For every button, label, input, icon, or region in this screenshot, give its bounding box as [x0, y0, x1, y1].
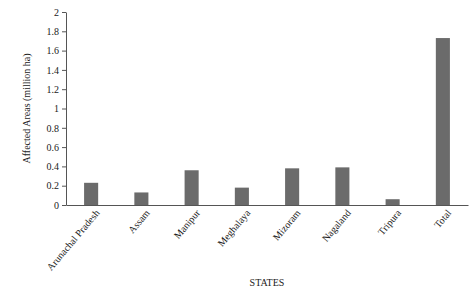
- y-tick-mark: [62, 70, 66, 71]
- y-tick-mark: [62, 31, 66, 32]
- x-tick-label: Tripura: [376, 207, 404, 237]
- x-tick-label: Mizoram: [271, 207, 303, 242]
- y-tick-mark: [62, 89, 66, 90]
- x-tick: Assam: [126, 205, 152, 235]
- y-tick-label: 0.2: [47, 180, 60, 191]
- x-tick: Total: [432, 205, 454, 230]
- y-tick-mark: [62, 12, 66, 13]
- y-tick-mark: [62, 128, 66, 129]
- x-tick-label: Total: [432, 207, 454, 230]
- bar: [84, 183, 98, 205]
- y-axis-title: Affected Areas (million ha): [21, 53, 33, 163]
- bars: [84, 38, 450, 205]
- bar: [235, 188, 249, 205]
- x-tick: Nagaland: [320, 205, 353, 244]
- x-tick: Manipur: [172, 205, 203, 241]
- x-tick-label: Arunachal Pradesh: [44, 207, 101, 272]
- y-tick: 1.2: [47, 84, 67, 95]
- y-tick: 1.4: [47, 65, 67, 76]
- chart: 0 0.2 0.4 0.6 0.8 1 1.2 1.4 1.6 1.8 2 Arunachal Pra…: [0, 0, 474, 294]
- y-tick-label: 1.8: [47, 26, 60, 37]
- x-tick-label: Nagaland: [320, 207, 353, 243]
- y-tick-mark: [62, 186, 66, 187]
- bar: [386, 199, 400, 205]
- y-tick-label: 0.8: [47, 123, 60, 134]
- plot: 0 0.2 0.4 0.6 0.8 1 1.2 1.4 1.6 1.8 2 Arunachal Pra…: [44, 7, 468, 273]
- y-tick-label: 1.2: [47, 84, 60, 95]
- x-axis-line: [67, 205, 469, 206]
- y-tick: 0.4: [47, 161, 67, 172]
- y-tick-label: 1.6: [47, 45, 60, 56]
- bar: [335, 167, 349, 205]
- y-tick-label: 0.4: [47, 161, 60, 172]
- y-tick: 0.8: [47, 123, 67, 134]
- x-axis-title: STATES: [250, 277, 285, 288]
- x-tick: Mizoram: [271, 205, 303, 243]
- y-tick: 1.8: [47, 26, 67, 37]
- x-tick: Arunachal Pradesh: [44, 205, 101, 273]
- y-axis-line: [66, 13, 67, 206]
- y-tick: 0.6: [47, 142, 67, 153]
- y-tick-mark: [62, 166, 66, 167]
- x-tick-label: Meghalaya: [215, 207, 252, 249]
- x-tick: Meghalaya: [215, 205, 252, 249]
- y-tick-label: 0: [54, 200, 59, 211]
- bar: [436, 38, 450, 205]
- y-tick-mark: [62, 205, 66, 206]
- x-axis: Arunachal Pradesh Assam Manipur Meghalaya Mi…: [44, 205, 468, 273]
- x-tick-label: Manipur: [172, 207, 203, 241]
- y-axis: 0 0.2 0.4 0.6 0.8 1 1.2 1.4 1.6 1.8 2: [47, 7, 67, 211]
- y-tick: 0.2: [47, 180, 67, 191]
- x-tick: Tripura: [376, 205, 404, 237]
- y-tick-label: 1.4: [47, 65, 60, 76]
- y-tick: 2: [54, 7, 66, 18]
- y-tick: 0: [54, 200, 66, 211]
- y-tick-label: 0.6: [47, 142, 60, 153]
- bar: [185, 170, 199, 205]
- bar: [134, 192, 148, 205]
- y-tick-mark: [62, 147, 66, 148]
- bar: [285, 168, 299, 205]
- y-tick: 1.6: [47, 45, 67, 56]
- y-tick-mark: [62, 51, 66, 52]
- y-tick: 1: [54, 103, 66, 114]
- x-tick-label: Assam: [126, 207, 152, 235]
- y-tick-mark: [62, 109, 66, 110]
- y-tick-label: 1: [54, 103, 59, 114]
- y-tick-label: 2: [54, 7, 59, 18]
